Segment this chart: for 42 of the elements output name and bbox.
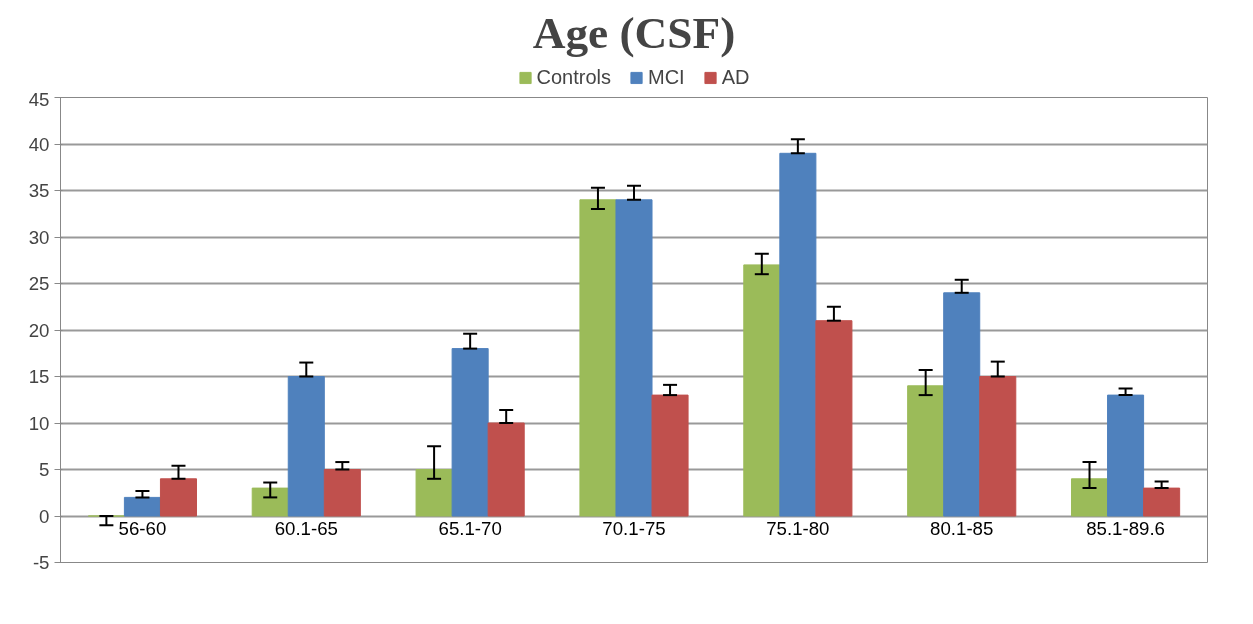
y-tick-label: 0: [39, 505, 50, 527]
bar: [451, 348, 489, 517]
bar: [323, 469, 361, 517]
bar: [779, 152, 817, 517]
x-tick-label: 75.1-80: [766, 518, 830, 539]
x-tick-label: 85.1-89.6: [1086, 518, 1165, 539]
bar: [615, 199, 653, 517]
x-tick-label: 80.1-85: [930, 518, 994, 539]
y-tick-label: 15: [28, 366, 50, 387]
legend-label: Controls: [536, 65, 612, 89]
x-tick-label: 60.1-65: [274, 518, 338, 539]
bar: [487, 422, 525, 517]
x-tick-label: 56-60: [118, 518, 167, 539]
legend-label: MCI: [648, 65, 685, 89]
bar: [251, 487, 289, 517]
y-tick-label: -5: [32, 552, 50, 573]
bar: [123, 496, 161, 517]
y-tick-label: 25: [28, 273, 50, 294]
bar: [1107, 394, 1145, 517]
y-tick-label: 5: [39, 459, 50, 480]
bar: [159, 478, 197, 517]
bar: [943, 292, 981, 517]
bar: [815, 320, 853, 517]
bar: [1143, 487, 1181, 517]
y-tick-label: 20: [28, 319, 50, 341]
bar: [415, 469, 453, 517]
x-tick-label: 70.1-75: [602, 518, 666, 539]
bar: [287, 376, 325, 517]
bar: [907, 385, 945, 517]
bar: [743, 264, 781, 517]
y-tick-label: 30: [28, 226, 50, 248]
y-tick-label: 40: [28, 133, 50, 155]
y-tick-label: 45: [28, 88, 50, 110]
bar: [1071, 478, 1109, 517]
bar: [651, 394, 689, 517]
bar: [579, 199, 617, 517]
y-tick-label: 35: [28, 180, 50, 201]
chart-title: Age (CSF): [532, 7, 736, 58]
legend-label: AD: [721, 65, 750, 89]
bar: [979, 376, 1017, 517]
y-tick-label: 10: [28, 412, 50, 434]
x-tick-label: 65.1-70: [438, 518, 502, 539]
